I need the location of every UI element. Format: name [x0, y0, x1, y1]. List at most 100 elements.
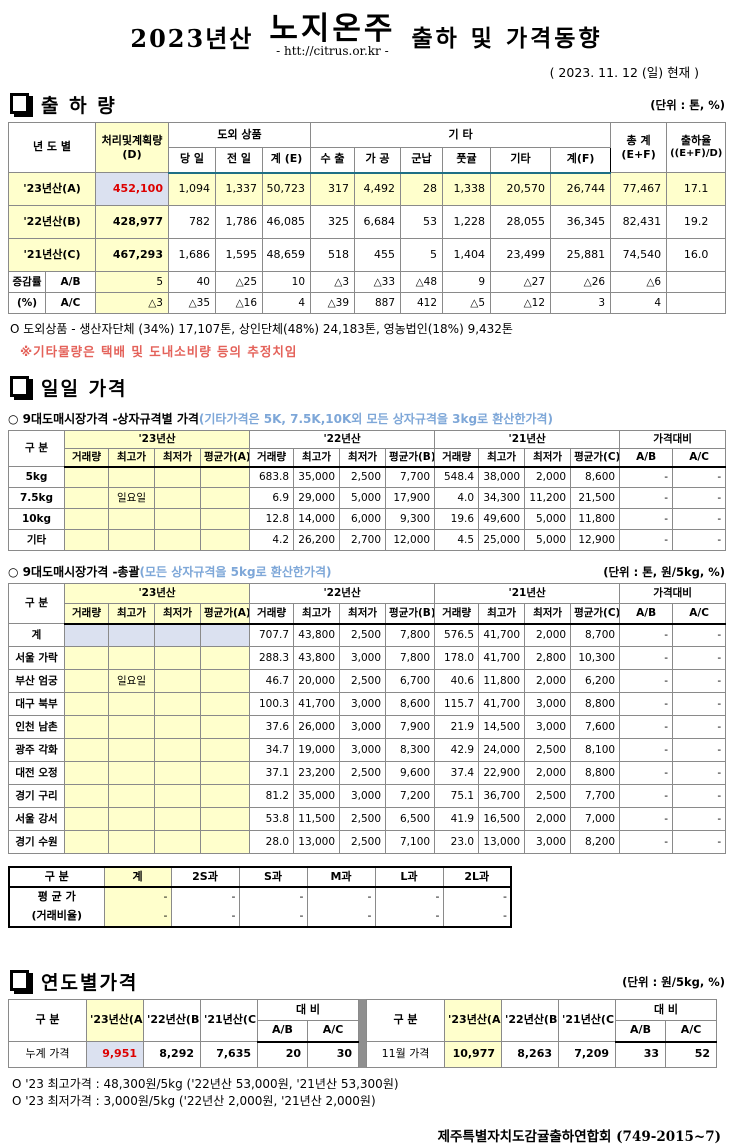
compare-cell: -: [672, 487, 727, 509]
data-cell: 9,300: [385, 508, 436, 530]
grade-cell: -: [170, 907, 240, 928]
year-label: '23년산(A): [8, 172, 96, 206]
empty-cell: [108, 830, 155, 854]
group-island-header: 도외 상품: [167, 122, 312, 148]
data-cell: 37.4: [434, 761, 480, 785]
sunday-note: 일요일: [108, 487, 155, 509]
data-cell: 35,000: [293, 466, 341, 488]
plan-quantity: 428,977: [95, 205, 169, 239]
compare-cell: -: [619, 508, 674, 530]
data-cell: [666, 271, 727, 293]
data-cell: 41,700: [478, 692, 526, 716]
col-etc-4: 기타: [490, 147, 552, 174]
data-cell: 3,000: [524, 715, 572, 739]
year-group-1: '22년산: [249, 583, 436, 604]
data-cell: 683.8: [249, 466, 295, 488]
year-group-1: '22년산: [249, 430, 436, 449]
col-avg-2: 평균가(C): [570, 603, 621, 625]
shipment-change-row: 증감률 A/B 5 40 △25 10 △3 △33 △48 9 △27 △26 △6: [8, 271, 727, 293]
col-etc-3: 풋귤: [442, 147, 492, 174]
compare-cell: -: [672, 738, 727, 762]
shipment-table: 년 도 별 처리및계획량 (D) 도외 상품 기 타 총 계 (E+F) 출하율…: [8, 122, 727, 314]
compare-cell: -: [619, 646, 674, 670]
yearly-col-y21: '21년산(C): [558, 999, 617, 1042]
empty-cell: [154, 466, 201, 488]
daily-row: 경기 수원 28.0 13,000 2,500 7,100 23.0 13,000 3,000…: [8, 830, 727, 854]
col-etc-5: 계(F): [550, 147, 612, 174]
data-cell: 22,900: [478, 761, 526, 785]
col-etc-1: 가 공: [354, 147, 402, 174]
data-cell: 8,800: [570, 761, 621, 785]
data-cell: △35: [168, 292, 216, 314]
compare-cell: -: [619, 738, 674, 762]
data-cell: 518: [310, 238, 356, 272]
yearly-section-header: 연도별가격 (단위 : 원/5kg, %): [8, 968, 725, 995]
market-label: 기타: [8, 529, 65, 551]
yearly-tables: 구 분 '23년산(A) '22년산(B) '21년산(C) 대 비 A/B A…: [8, 999, 725, 1068]
data-cell: 17.1: [666, 172, 727, 206]
data-cell: 11,800: [478, 669, 526, 693]
data-cell: 41.9: [434, 807, 480, 831]
empty-cell: [199, 761, 251, 785]
compare-cell: -: [619, 807, 674, 831]
yearly-col-y23: '23년산(A): [444, 999, 503, 1042]
data-cell: 8,300: [385, 738, 436, 762]
data-cell: 12,000: [385, 529, 436, 551]
col-최고가: 최고가: [293, 448, 341, 468]
empty-cell: [108, 508, 155, 530]
data-cell: 9: [442, 271, 492, 293]
data-cell: 23,200: [293, 761, 341, 785]
yearly-col-ab: A/B: [615, 1020, 667, 1043]
daily-row: 서울 강서 53.8 11,500 2,500 6,500 41.9 16,500 2,000…: [8, 807, 727, 831]
title-year: 2023년산: [130, 23, 254, 53]
col-최저가: 최저가: [154, 448, 201, 468]
compare-cell: -: [619, 487, 674, 509]
data-cell: 53.8: [249, 807, 295, 831]
empty-cell: [154, 508, 201, 530]
daily-sub1-title: ○ 9대도매시장가격 -상자규격별 가격: [8, 412, 199, 426]
data-cell: △16: [215, 292, 263, 314]
compare-cell: -: [672, 529, 727, 551]
title-url: - htt://citrus.or.kr -: [276, 44, 389, 58]
year-label: '22년산(B): [8, 205, 96, 239]
compare-cell: -: [619, 830, 674, 854]
data-cell: 2,500: [524, 784, 572, 808]
compare-cell: -: [619, 466, 674, 488]
col-최저가: 최저가: [339, 603, 387, 625]
empty-cell: [154, 692, 201, 716]
daily-sub1-header: ○ 9대도매시장가격 -상자규격별 가격(기타가격은 5K, 7.5K,10K외…: [8, 408, 725, 427]
daily-row: 기타 4.2 26,200 2,700 12,000 4.5 25,000 5,000 12,9…: [8, 529, 727, 551]
empty-cell: [154, 738, 201, 762]
section-square-icon: [10, 375, 29, 397]
data-cell: 11,800: [570, 508, 621, 530]
data-cell: △27: [490, 271, 552, 293]
col-rate-line1: 출하율: [680, 134, 712, 148]
yearly-row-label: 11월 가격: [366, 1041, 446, 1068]
table-row: 11월 가격 10,977 8,263 7,209 33 52: [366, 1041, 718, 1068]
daily-head-cols: 거래량 최고가 최저가 평균가(A) 거래량 최고가 최저가 평균가(B) 거래량 최고가 최저가 평…: [9, 448, 727, 468]
data-cell: 35,000: [293, 784, 341, 808]
yearly-november-table: 구 분 '23년산(A) '22년산(B) '21년산(C) 대 비 A/B A…: [366, 999, 718, 1068]
daily-row: 7.5kg 일요일 6.9 29,000 5,000 17,900 4.0 34,300 11,…: [8, 487, 727, 509]
data-cell: 77,467: [610, 172, 668, 206]
yearly-col-y22: '22년산(B): [143, 999, 201, 1042]
data-cell: 412: [400, 292, 444, 314]
shipment-section-header: 출 하 량 (단위 : 톤, %): [8, 91, 725, 118]
col-island-1: 전 일: [215, 147, 263, 174]
section-square-icon: [10, 92, 29, 114]
data-cell: 8,600: [570, 466, 621, 488]
change-rate-label: (%): [8, 292, 46, 314]
empty-cell: [199, 529, 251, 551]
empty-cell: [64, 692, 109, 716]
data-cell: 41,700: [478, 623, 526, 647]
col-island-2: 계 (E): [261, 147, 312, 174]
data-cell: 317: [310, 172, 356, 206]
data-cell: 16.0: [666, 238, 727, 272]
yearly-col-ab: A/B: [257, 1020, 308, 1043]
data-cell: 5: [400, 238, 444, 272]
col-avg-1: 평균가(B): [385, 603, 436, 625]
data-cell: 14,000: [293, 508, 341, 530]
empty-cell: [199, 784, 251, 808]
data-cell: 5,000: [524, 529, 572, 551]
empty-cell: [199, 807, 251, 831]
